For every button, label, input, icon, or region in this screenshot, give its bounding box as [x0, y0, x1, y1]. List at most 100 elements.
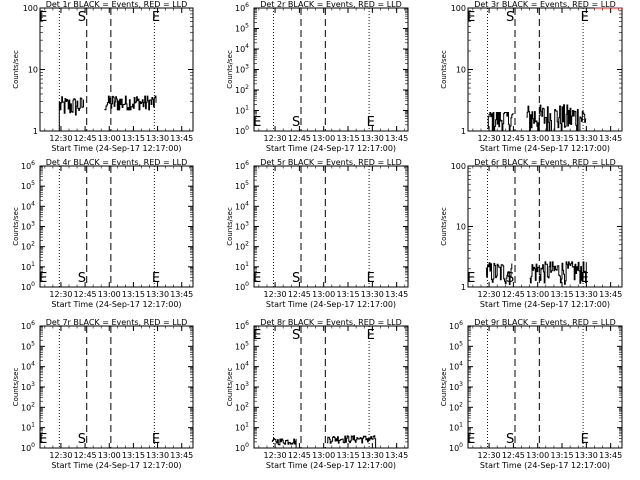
ytick-label: 105 — [21, 180, 35, 191]
marker-s: S — [506, 10, 514, 25]
panel-title: Det 4r BLACK = Events, RED = LLD — [46, 158, 188, 167]
xtick-label: 12:45 — [288, 451, 311, 460]
xtick-label: 12:45 — [74, 134, 97, 143]
xtick-label: 13:45 — [385, 451, 408, 460]
ytick-label: 102 — [235, 241, 249, 252]
xtick-label: 12:45 — [288, 290, 311, 299]
xtick-label: 13:15 — [122, 134, 145, 143]
ytick-label: 104 — [235, 200, 249, 211]
events-trace — [529, 261, 587, 285]
detector-panel: Det 6r BLACK = Events, RED = LLD Counts/s… — [440, 158, 623, 309]
events-trace — [326, 435, 377, 448]
ytick-label: 100 — [235, 281, 249, 292]
marker-e-end: E — [367, 328, 375, 343]
xtick-label: 13:00 — [98, 451, 121, 460]
ytick-label: 103 — [235, 221, 249, 232]
ytick-label: 100 — [235, 125, 249, 136]
xtick-label: 13:15 — [550, 290, 573, 299]
marker-e-end: E — [152, 432, 160, 447]
ytick-label: 103 — [21, 381, 35, 392]
xtick-label: 13:15 — [122, 290, 145, 299]
marker-s: S — [506, 432, 514, 447]
xtick-label: 13:15 — [336, 134, 359, 143]
xtick-label: 13:00 — [312, 290, 335, 299]
xtick-label: 13:30 — [575, 451, 598, 460]
ytick-label: 102 — [449, 401, 463, 412]
x-axis-label: Start Time (24-Sep-17 12:17:00) — [480, 300, 610, 309]
ytick-label: 106 — [21, 160, 35, 171]
x-axis-label: Start Time (24-Sep-17 12:17:00) — [266, 461, 396, 470]
ytick-label: 106 — [235, 2, 249, 13]
x-axis-label: Start Time (24-Sep-17 12:17:00) — [51, 144, 181, 153]
marker-e-end: E — [367, 271, 375, 286]
panel-title: Det 3r BLACK = Events, RED = LLD — [474, 0, 616, 9]
x-axis-label: Start Time (24-Sep-17 12:17:00) — [51, 300, 181, 309]
marker-s: S — [292, 328, 300, 343]
marker-e-end: E — [367, 115, 375, 130]
x-axis-label: Start Time (24-Sep-17 12:17:00) — [266, 144, 396, 153]
ytick-label: 105 — [235, 340, 249, 351]
ytick-label: 105 — [235, 23, 249, 34]
ytick-label: 100 — [451, 162, 466, 171]
ytick-label: 103 — [449, 381, 463, 392]
marker-e-end: E — [152, 271, 160, 286]
ytick-label: 100 — [21, 281, 35, 292]
xtick-label: 13:30 — [146, 451, 169, 460]
xtick-label: 12:45 — [502, 134, 525, 143]
plot-frame — [253, 7, 409, 132]
plot-frame — [467, 325, 623, 449]
events-trace — [526, 104, 587, 132]
y-axis-label: Counts/sec — [226, 50, 234, 89]
panel-title: Det 9r BLACK = Events, RED = LLD — [474, 318, 616, 327]
xtick-label: 13:00 — [312, 451, 335, 460]
marker-s: S — [292, 115, 300, 130]
ytick-label: 106 — [235, 160, 249, 171]
xtick-label: 13:15 — [122, 451, 145, 460]
marker-s: S — [78, 432, 86, 447]
ytick-label: 103 — [235, 381, 249, 392]
plot-frame — [39, 325, 194, 449]
panel-title: Det 5r BLACK = Events, RED = LLD — [260, 158, 402, 167]
detector-panel: Det 2r BLACK = Events, RED = LLD Counts/s… — [226, 0, 409, 153]
detector-panel: Det 4r BLACK = Events, RED = LLD Counts/s… — [12, 158, 194, 309]
ytick-label: 100 — [235, 442, 249, 453]
events-trace — [485, 262, 513, 285]
detector-panel: Det 7r BLACK = Events, RED = LLD Counts/s… — [12, 318, 194, 470]
marker-e-start: E — [253, 271, 261, 286]
ytick-label: 105 — [235, 180, 249, 191]
xtick-label: 12:45 — [502, 290, 525, 299]
y-axis-label: Counts/sec — [440, 368, 448, 407]
xtick-label: 13:30 — [575, 134, 598, 143]
marker-e-end: E — [581, 10, 589, 25]
x-axis-label: Start Time (24-Sep-17 12:17:00) — [480, 144, 610, 153]
ytick-label: 101 — [235, 261, 249, 272]
ytick-label: 100 — [23, 4, 38, 13]
ytick-label: 103 — [21, 221, 35, 232]
ytick-label: 1 — [461, 283, 466, 292]
plot-frame — [39, 165, 194, 288]
marker-e-start: E — [467, 10, 475, 25]
ytick-label: 10 — [456, 66, 466, 75]
ytick-label: 101 — [21, 261, 35, 272]
xtick-label: 12:45 — [74, 451, 97, 460]
xtick-label: 12:30 — [49, 134, 72, 143]
marker-e-end: E — [152, 10, 160, 25]
y-axis-label: Counts/sec — [440, 50, 448, 89]
xtick-label: 13:15 — [550, 134, 573, 143]
ytick-label: 1 — [461, 127, 466, 136]
panel-title: Det 7r BLACK = Events, RED = LLD — [46, 318, 188, 327]
ytick-label: 104 — [449, 361, 463, 372]
marker-s: S — [78, 271, 86, 286]
xtick-label: 12:45 — [502, 451, 525, 460]
panel-title: Det 8r BLACK = Events, RED = LLD — [260, 318, 402, 327]
ytick-label: 101 — [235, 105, 249, 116]
detector-panel: Det 5r BLACK = Events, RED = LLD Counts/s… — [226, 158, 409, 309]
xtick-label: 12:30 — [264, 451, 287, 460]
xtick-label: 13:30 — [361, 134, 384, 143]
plot-frame — [253, 325, 409, 449]
ytick-label: 10 — [456, 223, 466, 232]
xtick-label: 13:45 — [170, 134, 193, 143]
x-axis-label: Start Time (24-Sep-17 12:17:00) — [480, 461, 610, 470]
x-axis-label: Start Time (24-Sep-17 12:17:00) — [266, 300, 396, 309]
ytick-label: 105 — [21, 340, 35, 351]
